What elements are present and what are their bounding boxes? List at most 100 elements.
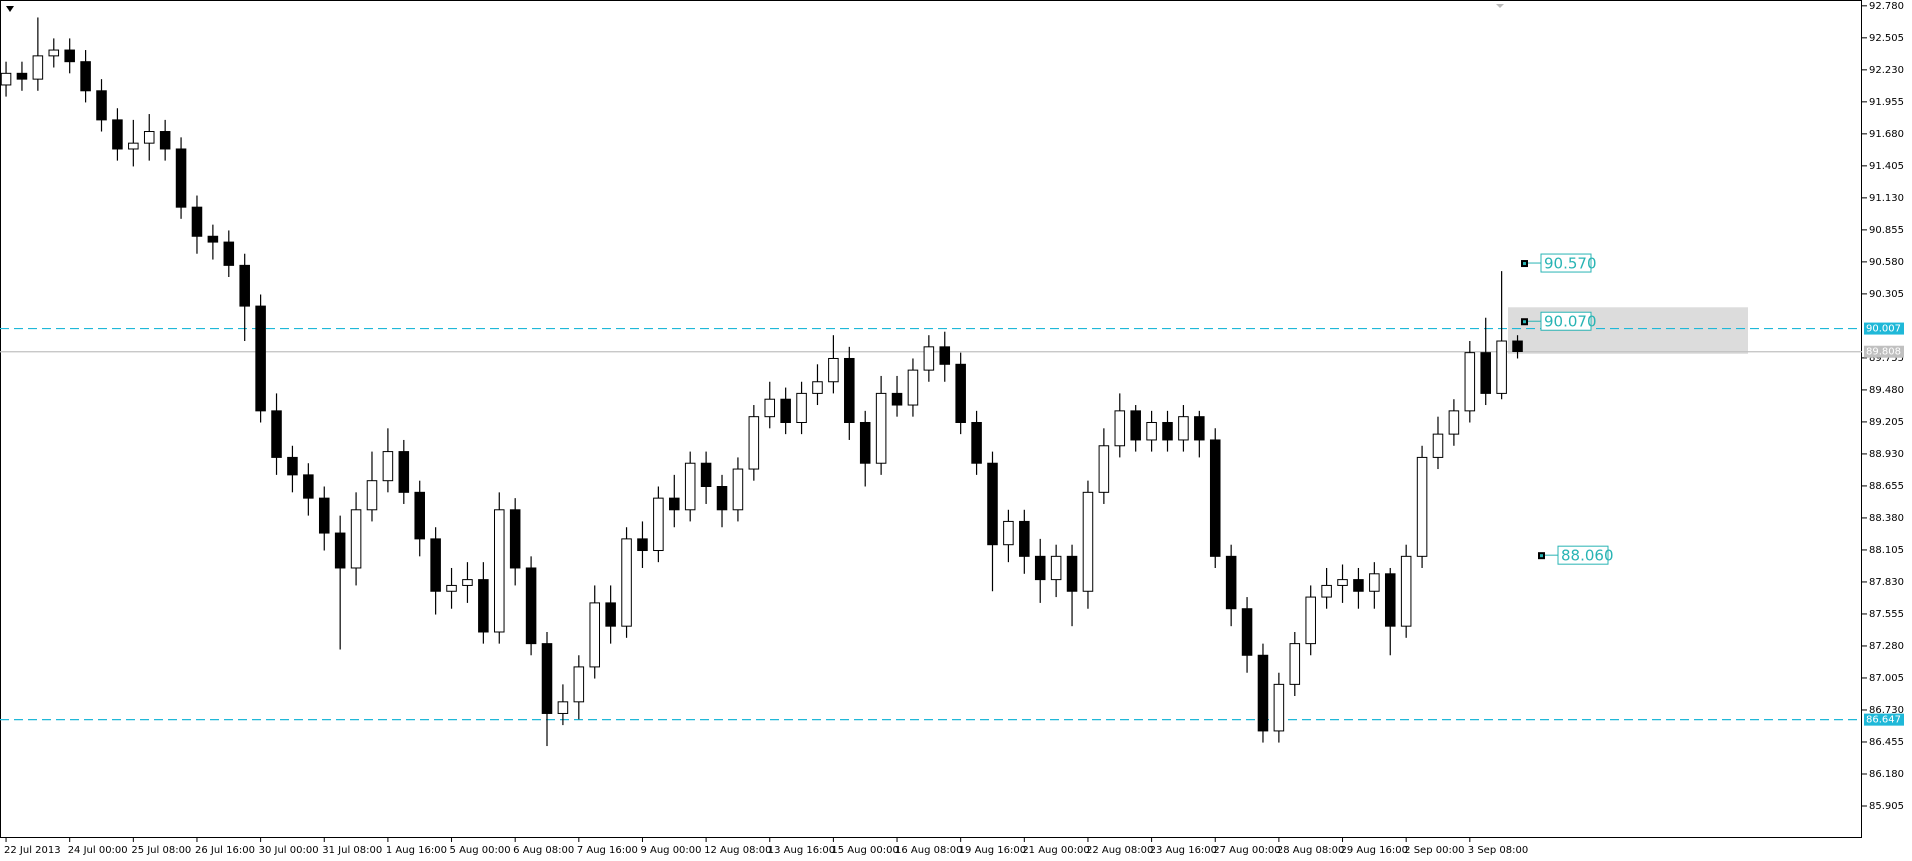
candle-body (1178, 416, 1189, 441)
candle-body (971, 421, 982, 464)
candle-body (32, 55, 44, 80)
x-tick-label: 3 Sep 08:00 (1468, 845, 1528, 856)
candle-body (859, 421, 871, 464)
candle-body (891, 392, 903, 406)
x-tick-label: 31 Jul 08:00 (322, 845, 382, 856)
candle-body (16, 72, 28, 80)
y-tick-label: 90.305 (1869, 289, 1904, 300)
candle-body (1321, 584, 1332, 598)
annotation-box (1540, 311, 1592, 331)
candle-body (1225, 555, 1237, 610)
x-tick-label: 9 Aug 00:00 (640, 845, 701, 856)
y-tick-label: 87.005 (1869, 673, 1904, 684)
candle-body (1082, 491, 1094, 592)
candle-body (509, 509, 521, 569)
candle-body (1162, 421, 1173, 441)
annotation-anchor-dot (1523, 262, 1526, 266)
y-tick-label: 92.780 (1869, 1, 1904, 12)
candle-body (1114, 410, 1126, 447)
x-tick-label: 16 Aug 08:00 (895, 845, 962, 856)
y-tick-label: 88.655 (1869, 481, 1904, 492)
y-tick-label: 91.130 (1869, 193, 1904, 204)
x-tick-label: 28 Aug 08:00 (1277, 845, 1344, 856)
x-tick-label: 24 Jul 00:00 (68, 845, 128, 856)
y-tick-label: 89.205 (1869, 417, 1904, 428)
candle-body (1130, 410, 1141, 441)
candle-body (684, 462, 696, 511)
candle-body (271, 410, 282, 458)
candle-body (446, 584, 457, 592)
candle-body (1289, 643, 1301, 685)
candle-body (430, 538, 441, 592)
candle-body (96, 90, 107, 121)
annotation-anchor-dot (1523, 320, 1526, 324)
y-tick-label: 88.105 (1869, 545, 1904, 556)
y-tick-label: 85.905 (1869, 801, 1904, 812)
candle-body (175, 148, 187, 208)
candle-body (1464, 352, 1476, 412)
x-tick-label: 1 Aug 16:00 (386, 845, 447, 856)
candle-body (1512, 340, 1523, 352)
h-line-label: 86.647 (1866, 715, 1901, 726)
annotation-label: 90.570 (1544, 255, 1597, 273)
candle-body (1098, 445, 1110, 493)
candle-body (398, 451, 410, 493)
candle-body (1400, 555, 1412, 627)
candle-body (875, 392, 887, 464)
candle-body (1066, 555, 1078, 592)
candle-body (653, 497, 664, 552)
candle-body (1432, 433, 1444, 458)
candle-body (414, 491, 425, 540)
candle-body (796, 392, 807, 423)
candle-body (1337, 579, 1348, 586)
candle-body (287, 456, 298, 476)
candle-body (716, 486, 728, 511)
candle-body (573, 666, 585, 703)
candle-body (923, 346, 935, 371)
candle-body (1416, 456, 1428, 557)
x-tick-label: 29 Aug 16:00 (1341, 845, 1408, 856)
x-tick-label: 13 Aug 16:00 (768, 845, 835, 856)
candle-body (128, 142, 139, 150)
candle-body (1050, 555, 1062, 581)
h-line-tag (1864, 322, 1904, 335)
x-tick-label: 2 Sep 00:00 (1404, 845, 1464, 856)
candle-body (239, 264, 250, 307)
y-tick-label: 89.755 (1869, 353, 1904, 364)
x-tick-label: 26 Jul 16:00 (195, 845, 255, 856)
x-tick-label: 25 Jul 08:00 (131, 845, 191, 856)
candle-body (844, 357, 855, 423)
annotation-label: 90.070 (1544, 313, 1597, 331)
annotation-box (1557, 545, 1609, 565)
h-line-label: 89.808 (1866, 347, 1901, 358)
candle-body (223, 241, 235, 266)
y-tick-label: 87.830 (1869, 577, 1904, 588)
candle-body (1369, 573, 1380, 592)
h-line-label: 90.007 (1866, 324, 1901, 335)
y-tick-label: 91.405 (1869, 161, 1904, 172)
candle-body (557, 701, 569, 714)
candle-body (621, 538, 632, 627)
y-tick-label: 87.280 (1869, 641, 1904, 652)
x-tick-label: 19 Aug 16:00 (959, 845, 1026, 856)
y-tick-label: 88.380 (1869, 513, 1904, 524)
candle-body (1273, 683, 1285, 732)
x-tick-label: 15 Aug 00:00 (831, 845, 898, 856)
annotation-label: 88.060 (1561, 547, 1614, 565)
candle-body (637, 538, 648, 552)
candle-body (191, 206, 203, 237)
candle-body (478, 579, 489, 633)
candle-body (1146, 421, 1157, 441)
candle-body (939, 346, 951, 365)
candle-body (1448, 410, 1460, 435)
y-tick-label: 86.455 (1869, 737, 1904, 748)
candle-body (732, 468, 744, 511)
candle-body (748, 416, 760, 470)
y-tick-label: 87.555 (1869, 609, 1904, 620)
x-tick-label: 30 Jul 00:00 (259, 845, 319, 856)
y-tick-label: 91.955 (1869, 97, 1904, 108)
h-line-tag (1864, 713, 1904, 726)
candle-body (1194, 416, 1205, 441)
y-tick-label: 90.855 (1869, 225, 1904, 236)
